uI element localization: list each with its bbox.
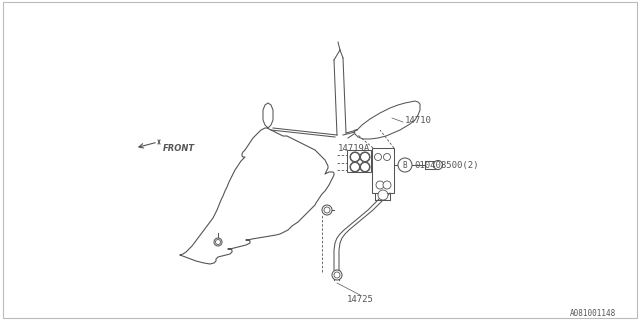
Text: B: B: [403, 161, 407, 170]
Circle shape: [360, 162, 370, 172]
Circle shape: [376, 181, 384, 189]
Circle shape: [324, 207, 330, 213]
Circle shape: [350, 152, 360, 162]
Circle shape: [374, 154, 381, 161]
Circle shape: [351, 153, 360, 162]
Circle shape: [214, 238, 222, 246]
Text: 14725: 14725: [347, 295, 373, 305]
Circle shape: [351, 163, 360, 172]
Circle shape: [334, 272, 340, 278]
Circle shape: [360, 163, 369, 172]
Circle shape: [383, 154, 390, 161]
Circle shape: [360, 152, 370, 162]
Circle shape: [433, 161, 442, 170]
Circle shape: [383, 181, 391, 189]
Text: FRONT: FRONT: [163, 143, 195, 153]
Text: A081001148: A081001148: [570, 308, 616, 317]
Circle shape: [322, 205, 332, 215]
Circle shape: [216, 239, 221, 244]
Circle shape: [378, 190, 388, 200]
Text: 010408500(2): 010408500(2): [414, 161, 479, 170]
Circle shape: [398, 158, 412, 172]
Circle shape: [350, 162, 360, 172]
FancyBboxPatch shape: [347, 150, 371, 172]
Circle shape: [360, 153, 369, 162]
FancyBboxPatch shape: [372, 148, 394, 193]
Text: 14719A: 14719A: [338, 143, 371, 153]
Text: 14710: 14710: [405, 116, 432, 124]
Circle shape: [332, 270, 342, 280]
